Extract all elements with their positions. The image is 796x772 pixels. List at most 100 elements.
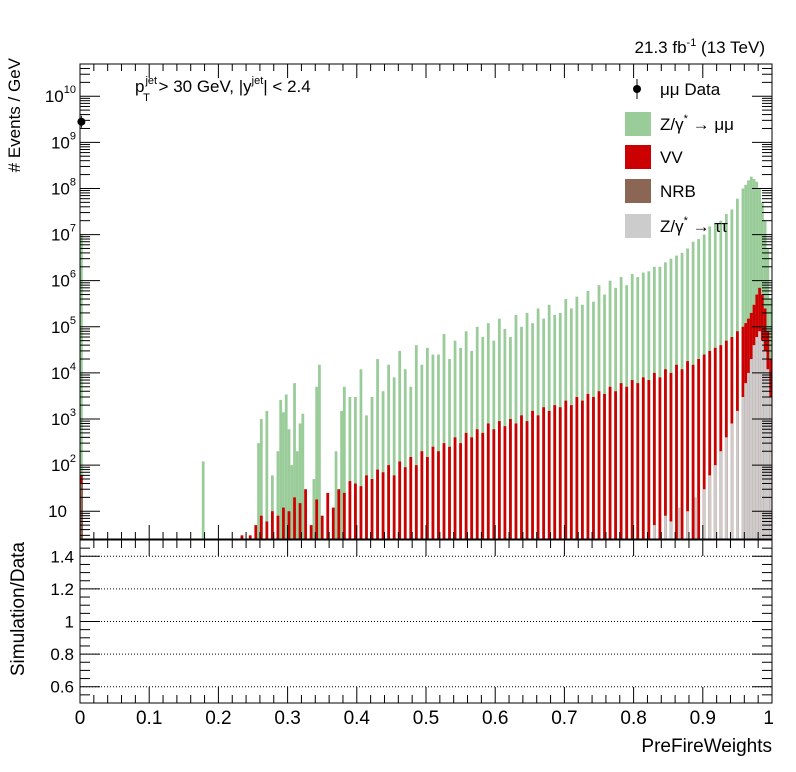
bar-vv-41 xyxy=(464,432,468,539)
bar-vv-11 xyxy=(298,503,302,539)
bar-vv-56 xyxy=(547,410,551,539)
bar-z-9 xyxy=(719,451,723,539)
main-plot-panel: 10 102 103 104 105 106 107 108 109 1010 pjet T > 3… xyxy=(5,57,773,540)
bar-vv-48 xyxy=(503,426,507,539)
bar-vv-85 xyxy=(708,350,712,539)
bar-vv-33 xyxy=(420,451,424,539)
bar-vv-24 xyxy=(370,479,374,539)
x-axis-label: PreFireWeights xyxy=(641,736,772,757)
x-tick-label-9: 0.9 xyxy=(690,708,716,729)
bar-z-39 xyxy=(442,333,446,539)
bar-vv-60 xyxy=(569,405,573,539)
legend-swatch-1 xyxy=(625,112,651,136)
bar-z-11 xyxy=(290,465,294,539)
x-tick-label-5: 0.5 xyxy=(413,708,439,729)
bar-z-23 xyxy=(354,397,357,539)
bar-vv-54 xyxy=(536,415,540,539)
bar-vv-57 xyxy=(553,405,557,539)
bar-vv-22 xyxy=(359,486,363,539)
bar-vv-38 xyxy=(448,446,451,539)
bar-z-34 xyxy=(414,345,418,539)
bar-vv-3 xyxy=(254,525,258,539)
bar-z-16 xyxy=(312,479,316,539)
bar-vv-87 xyxy=(719,345,723,539)
y-tick-label-10: 1010 xyxy=(45,84,76,106)
bar-z-37 xyxy=(431,354,435,539)
lumi-label: 21.3 fb-1 (13 TeV) xyxy=(635,37,765,57)
y-tick-label-4: 104 xyxy=(51,361,76,383)
bar-vv-14 xyxy=(315,499,319,539)
ratio-y-tick-label-4: 1.4 xyxy=(50,547,74,566)
legend-swatch-2 xyxy=(625,145,651,169)
x-tick-label-2: 0.2 xyxy=(205,708,231,729)
bar-vv-55 xyxy=(542,407,546,539)
bar-vv-39 xyxy=(453,437,457,539)
bar-z-14 xyxy=(298,423,302,539)
bar-z-4 xyxy=(686,511,689,539)
ratio-y-tick-label-1: 0.8 xyxy=(50,645,74,664)
bar-vv-51 xyxy=(520,415,523,539)
bar-vv-19 xyxy=(342,492,346,539)
bar-vv-52 xyxy=(525,421,529,539)
bar-vv-10 xyxy=(293,497,296,539)
bar-vv-23 xyxy=(365,475,368,539)
bar-z-18 xyxy=(755,337,759,539)
bar-vv-9 xyxy=(287,511,291,539)
bar-vv-26 xyxy=(381,472,385,539)
bar-vv-53 xyxy=(531,410,534,539)
bar-z-16 xyxy=(749,359,753,539)
bar-vv-6 xyxy=(270,511,274,539)
bar-z-19 xyxy=(334,451,338,539)
bar-vv-86 xyxy=(713,347,717,539)
bar-z-1 xyxy=(664,515,667,539)
bar-z-28 xyxy=(381,391,385,539)
bar-z-36 xyxy=(426,347,429,539)
bar-vv-62 xyxy=(581,400,584,539)
ratio-y-tick-label-0: 0.6 xyxy=(50,678,74,697)
legend-label-1: Z/γ* → μμ xyxy=(660,113,734,134)
bar-vv-7 xyxy=(276,515,280,539)
bar-z-24 xyxy=(359,369,363,539)
bar-vv-80 xyxy=(680,369,684,539)
bar-z-14 xyxy=(744,383,748,539)
y-tick-label-8: 108 xyxy=(51,176,76,198)
y-tick-label-5: 105 xyxy=(51,315,76,337)
bar-vv-2 xyxy=(248,535,252,539)
bar-vv-64 xyxy=(592,397,595,539)
legend-label-0: μμ Data xyxy=(660,80,721,99)
y-axis-label: # Events / GeV xyxy=(5,57,24,172)
bar-vv-73 xyxy=(641,377,645,539)
y-tick-label-9: 109 xyxy=(51,130,76,152)
legend: μμ Data Z/γ* → μμ VV NRB Z/γ* → ττ xyxy=(625,79,734,238)
ratio-plot-border xyxy=(79,539,773,704)
bar-z-6 xyxy=(702,489,706,539)
ratio-plot-panel: 0.6 0.8 1 1.2 1.4 0 0.1 0.2 0.3 0.4 0.5 0.6 0.7 0.8 0.… xyxy=(8,539,774,757)
bar-z-20 xyxy=(340,410,343,539)
x-tick-label-7: 0.7 xyxy=(551,708,577,729)
bar-vv-12 xyxy=(304,489,307,539)
bar-z-15 xyxy=(301,413,305,539)
bar-z-6 xyxy=(276,451,280,539)
bar-vv-67 xyxy=(608,386,612,539)
bar-vv-36 xyxy=(437,451,440,539)
bar-vv-63 xyxy=(586,393,590,539)
bar-z-11 xyxy=(730,423,734,539)
bar-z-20 xyxy=(760,340,764,539)
bar-vv-79 xyxy=(675,364,678,539)
ratio-y-tick-label-3: 1.2 xyxy=(50,580,74,599)
bar-vv-59 xyxy=(564,400,568,539)
bar-vv-1 xyxy=(240,535,244,539)
bar-vv-84 xyxy=(702,354,706,539)
bar-z-21 xyxy=(342,386,346,539)
bar-z-1 xyxy=(201,461,205,539)
bar-z-10 xyxy=(287,429,291,539)
bar-z-31 xyxy=(398,350,402,539)
legend-label-4: Z/γ* → ττ xyxy=(660,215,728,236)
bar-vv-32 xyxy=(414,465,418,539)
bar-z-15 xyxy=(747,372,750,539)
bar-vv-47 xyxy=(497,421,501,539)
x-tick-label-3: 0.3 xyxy=(274,708,300,729)
legend-label-3: NRB xyxy=(660,182,696,201)
y-tick-label-2: 102 xyxy=(51,453,76,475)
bar-z-7 xyxy=(708,475,712,539)
